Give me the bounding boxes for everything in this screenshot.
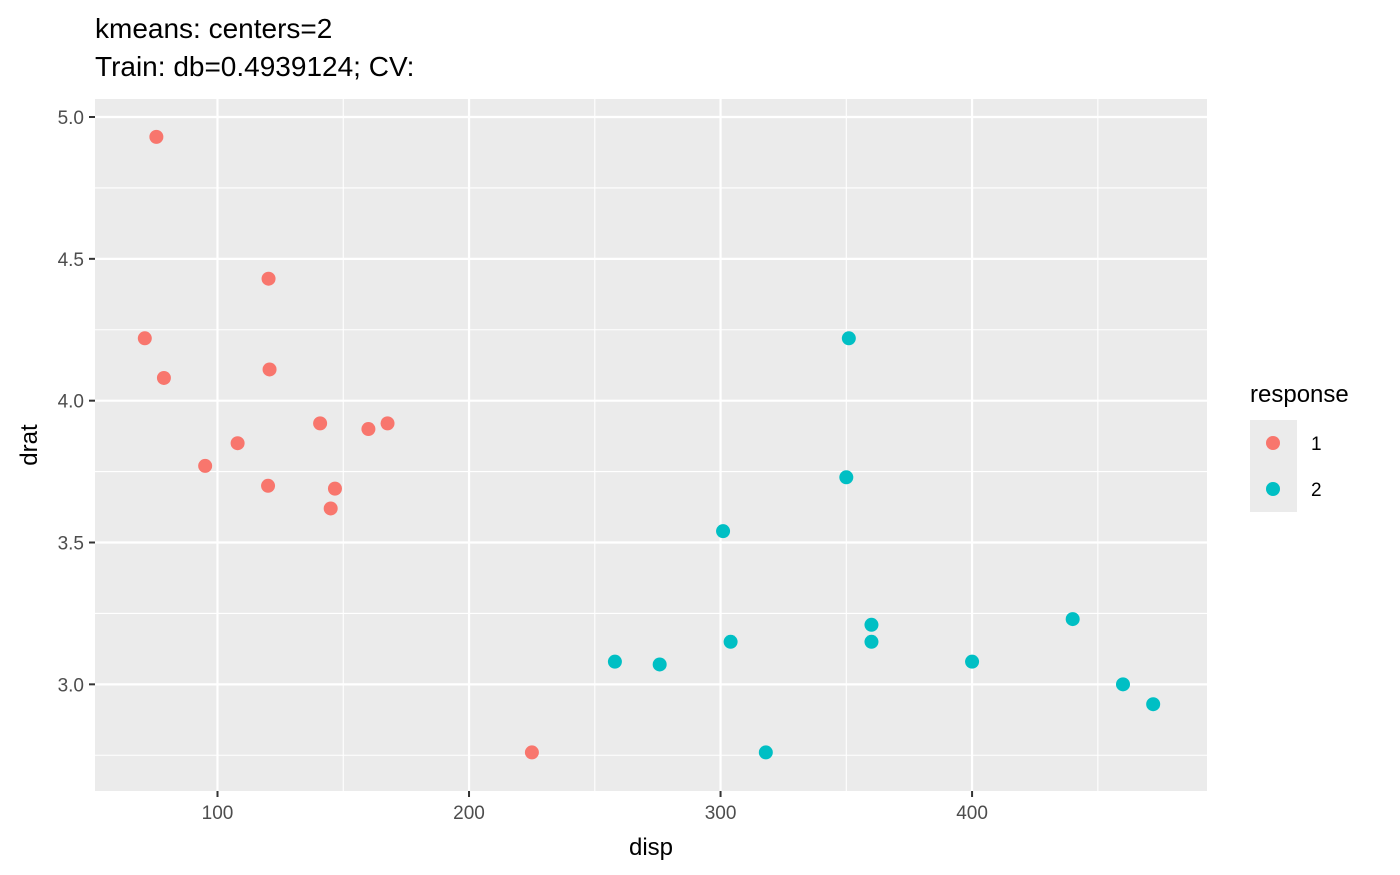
data-point-series-1 (361, 422, 376, 437)
x-tick-label: 100 (202, 803, 234, 824)
data-point-series-2 (841, 331, 856, 346)
y-axis-title: drat (16, 424, 43, 466)
y-tick-label: 5.0 (58, 108, 84, 129)
data-point-series-2 (1115, 677, 1130, 692)
x-tick-label: 200 (453, 803, 485, 824)
data-point-series-2 (723, 634, 738, 649)
plot-panel (95, 99, 1207, 791)
legend-key-background (1250, 420, 1297, 512)
data-point-series-1 (524, 745, 539, 760)
data-point-series-2 (1146, 697, 1161, 712)
data-point-series-2 (1065, 612, 1080, 627)
data-point-series-1 (261, 271, 276, 286)
data-point-series-1 (261, 478, 276, 493)
legend: response 1 2 (1250, 381, 1349, 512)
data-point-series-2 (864, 617, 879, 632)
data-point-series-1 (149, 129, 164, 144)
legend-key-2 (1266, 482, 1280, 496)
data-point-series-2 (864, 634, 879, 649)
minor-gridlines (95, 99, 1207, 791)
data-point-series-2 (716, 524, 731, 539)
data-point-series-2 (839, 470, 854, 485)
x-axis-title: disp (629, 834, 673, 861)
legend-title: response (1250, 381, 1349, 408)
y-tick-label: 4.0 (58, 392, 84, 413)
y-tick-label: 4.5 (58, 250, 84, 271)
data-point-series-2 (758, 745, 773, 760)
legend-label-1: 1 (1311, 434, 1322, 455)
data-point-series-2 (965, 654, 980, 669)
major-gridlines (95, 99, 1207, 791)
data-point-series-1 (313, 416, 328, 431)
legend-label-2: 2 (1311, 480, 1322, 501)
y-tick-label: 3.0 (58, 675, 84, 696)
data-point-series-1 (230, 436, 245, 451)
data-point-series-1 (137, 331, 152, 346)
y-tick-label: 3.5 (58, 534, 84, 555)
data-point-series-1 (198, 458, 213, 473)
data-point-series-1 (323, 501, 338, 516)
data-points (137, 129, 1161, 760)
data-point-series-1 (327, 481, 342, 496)
y-axis: 3.0 3.5 4.0 4.5 5.0 (58, 108, 95, 696)
legend-key-1 (1266, 436, 1280, 450)
data-point-series-2 (652, 657, 667, 672)
chart-title-line-2: Train: db=0.4939124; CV: (95, 51, 414, 82)
data-point-series-1 (262, 362, 277, 377)
data-point-series-1 (156, 370, 171, 385)
data-point-series-1 (380, 416, 395, 431)
x-tick-label: 400 (956, 803, 988, 824)
data-point-series-2 (607, 654, 622, 669)
x-axis: 100 200 300 400 (202, 791, 988, 824)
chart-title-line-1: kmeans: centers=2 (95, 13, 332, 44)
chart-title: kmeans: centers=2 Train: db=0.4939124; C… (95, 13, 414, 82)
x-tick-label: 300 (705, 803, 737, 824)
